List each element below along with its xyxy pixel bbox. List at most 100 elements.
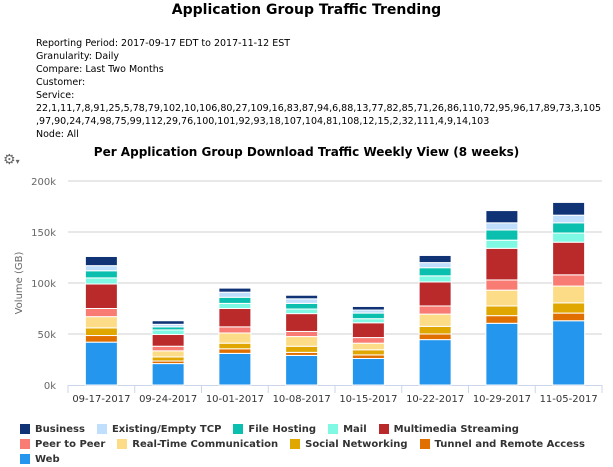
legend-item[interactable]: Existing/Empty TCP	[96, 422, 221, 436]
bar-segment-real-time-communication	[285, 336, 319, 347]
legend-label: Real-Time Communication	[132, 438, 279, 450]
bar-segment-social-networking	[418, 325, 452, 335]
y-axis-label: Volume (GB)	[14, 252, 25, 315]
bar-segment-existing-empty-tcp	[418, 262, 452, 269]
bar-segment-business	[285, 294, 319, 300]
x-tick-label: 10-22-2017	[406, 394, 464, 405]
bar-segment-peer-to-peer	[552, 274, 586, 287]
x-tick-label: 10-01-2017	[206, 394, 264, 405]
bar-segment-tunnel-and-remote-access	[84, 335, 118, 343]
legend-swatch	[328, 424, 339, 434]
legend-item[interactable]: Peer to Peer	[20, 437, 105, 451]
bar-segment-multimedia-streaming	[285, 313, 319, 332]
bar-segment-web	[218, 352, 252, 386]
legend-label: Tunnel and Remote Access	[434, 438, 585, 450]
bar-segment-peer-to-peer	[418, 305, 452, 315]
bar-segment-web	[84, 341, 118, 386]
bar-segment-existing-empty-tcp	[552, 214, 586, 224]
bar-segment-real-time-communication	[151, 350, 185, 358]
bar-segment-real-time-communication	[485, 289, 519, 307]
bar-segment-social-networking	[285, 345, 319, 353]
bar-segment-social-networking	[151, 356, 185, 362]
bar-segment-web	[151, 363, 185, 386]
bar-segment-multimedia-streaming	[218, 308, 252, 328]
bar-segment-tunnel-and-remote-access	[418, 333, 452, 341]
legend-swatch	[419, 439, 430, 449]
legend-label: Multimedia Streaming	[393, 423, 519, 435]
bar-segment-mail	[485, 239, 519, 249]
legend-label: Mail	[343, 423, 367, 435]
bar-segment-existing-empty-tcp	[218, 291, 252, 298]
bar-segment-existing-empty-tcp	[84, 265, 118, 272]
bar-segment-business	[552, 201, 586, 216]
bar-segment-social-networking	[218, 342, 252, 350]
bar-segment-peer-to-peer	[218, 326, 252, 334]
bar-segment-web	[552, 320, 586, 386]
bar-segment-mail	[151, 329, 185, 336]
legend-swatch	[20, 439, 30, 449]
bar-segment-peer-to-peer	[285, 330, 319, 338]
bar-segment-web	[418, 339, 452, 386]
legend: Business Existing/Empty TCP File Hosting Ma…	[20, 422, 610, 467]
bar-segment-real-time-communication	[552, 285, 586, 304]
bar-segment-existing-empty-tcp	[285, 298, 319, 304]
y-tick-label: 150k	[31, 228, 56, 239]
legend-label: File Hosting	[248, 423, 317, 435]
legend-swatch	[20, 454, 30, 464]
x-tick-label: 09-17-2017	[72, 394, 130, 405]
gear-dropdown-icon[interactable]: ⚙▾	[3, 152, 20, 168]
bar-segment-real-time-communication	[351, 342, 385, 351]
granularity: Granularity: Daily	[36, 51, 120, 62]
bar-segment-peer-to-peer	[351, 337, 385, 344]
legend-swatch	[378, 424, 389, 434]
bar-segment-social-networking	[552, 302, 586, 314]
bar-segment-peer-to-peer	[151, 345, 185, 352]
bar-segment-mail	[351, 318, 385, 324]
bar-segment-peer-to-peer	[485, 279, 519, 291]
bar-segment-real-time-communication	[218, 332, 252, 344]
reporting-period: Reporting Period: 2017-09-17 EDT to 2017…	[36, 38, 291, 49]
bar-segment-tunnel-and-remote-access	[552, 312, 586, 322]
bar-segment-file-hosting	[418, 267, 452, 277]
bar-segment-file-hosting	[351, 312, 385, 320]
bar-segment-web	[351, 357, 385, 386]
bar-segment-mail	[218, 302, 252, 309]
bar-segment-file-hosting	[218, 296, 252, 304]
bar-segment-business	[84, 255, 118, 267]
bar-segment-peer-to-peer	[84, 308, 118, 318]
service-list-1: 22,1,11,7,8,91,25,5,78,79,102,10,106,80,…	[36, 103, 602, 114]
x-tick-label: 10-15-2017	[339, 394, 397, 405]
compare: Compare: Last Two Months	[36, 64, 164, 75]
bar-segment-multimedia-streaming	[151, 334, 185, 347]
bar-segment-multimedia-streaming	[485, 247, 519, 281]
legend-label: Web	[35, 453, 60, 465]
legend-label: Social Networking	[305, 438, 408, 450]
bar-segment-social-networking	[485, 305, 519, 317]
legend-item[interactable]: Mail	[328, 422, 367, 436]
customer: Customer:	[36, 77, 86, 88]
y-tick-label: 50k	[37, 330, 56, 341]
legend-item[interactable]: Multimedia Streaming	[378, 422, 519, 436]
bar-segment-file-hosting	[552, 222, 586, 234]
bar-segment-web	[485, 322, 519, 386]
legend-item[interactable]: Tunnel and Remote Access	[419, 437, 585, 451]
legend-item[interactable]: File Hosting	[233, 422, 316, 436]
bar-segment-file-hosting	[84, 270, 118, 279]
legend-item[interactable]: Social Networking	[290, 437, 408, 451]
bar-segment-business	[418, 254, 452, 264]
bar-segment-mail	[285, 308, 319, 315]
x-tick-label: 10-29-2017	[473, 394, 531, 405]
service-label: Service:	[36, 90, 75, 101]
y-tick-label: 0k	[44, 381, 56, 392]
legend-item[interactable]: Web	[20, 452, 60, 466]
legend-item[interactable]: Real-Time Communication	[117, 437, 278, 451]
bar-segment-real-time-communication	[418, 313, 452, 327]
y-tick-label: 100k	[31, 279, 56, 290]
bar-segment-tunnel-and-remote-access	[485, 315, 519, 324]
legend-item[interactable]: Business	[20, 422, 85, 436]
x-tick-label: 09-24-2017	[139, 394, 197, 405]
stacked-bar-chart: 0k 50k 100k 150k 200k Volume (GB) 09-17-2017 09…	[14, 177, 603, 405]
bar-segment-business	[351, 305, 385, 311]
chart-title: Per Application Group Download Traffic W…	[93, 145, 520, 159]
y-tick-label: 200k	[31, 177, 56, 188]
